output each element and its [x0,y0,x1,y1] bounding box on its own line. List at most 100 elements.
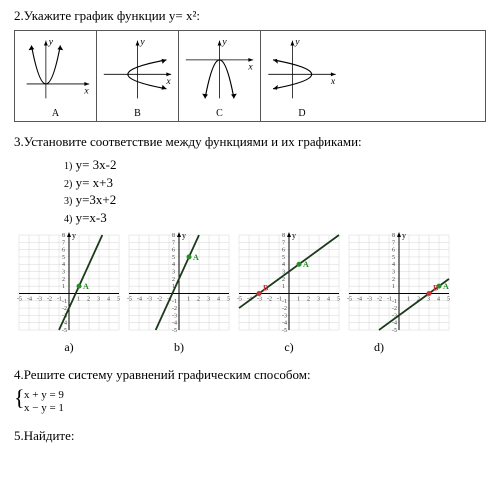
svg-text:7: 7 [282,240,285,246]
q3-graphs-row: y-5-4-3-2-112345-5-4-3-2-112345678Ay-5-4… [14,230,486,340]
svg-text:-1: -1 [282,299,287,305]
q2-text: 2.Укажите график функции y= x²: [14,8,486,24]
svg-text:y: y [182,231,186,240]
q3-eq-2: 2) y= x+3 [64,174,486,192]
q3-label-c: c) [234,340,344,355]
q2-label-c: C [179,108,260,121]
q3-equation-list: 1) y= 3x-2 2) y= x+3 3) y=3x+2 4) y=x-3 [64,156,486,226]
svg-text:5: 5 [172,255,175,261]
parabola-right-icon: y x [97,31,178,108]
q3-eq-4: 4) y=x-3 [64,209,486,227]
svg-text:-2: -2 [377,297,382,303]
parabola-left-icon: y x [261,31,343,108]
q3-graph-labels: a) b) c) d) [14,340,486,355]
svg-text:-4: -4 [357,297,362,303]
svg-text:x: x [330,76,336,87]
svg-text:-4: -4 [137,297,142,303]
svg-text:2: 2 [307,297,310,303]
svg-text:-3: -3 [282,314,287,320]
svg-text:4: 4 [437,297,440,303]
svg-text:-5: -5 [127,297,132,303]
line-graph-3: y-5-4-3-2-112345-5-4-3-2-112345678AB [344,230,454,340]
svg-text:2: 2 [87,297,90,303]
svg-text:-5: -5 [237,297,242,303]
svg-text:4: 4 [392,262,395,268]
brace-icon: { [14,387,25,409]
svg-text:-5: -5 [392,328,397,334]
svg-text:2: 2 [62,277,65,283]
svg-text:3: 3 [97,297,100,303]
q2-option-d: y x D [261,31,343,121]
svg-text:2: 2 [172,277,175,283]
svg-text:7: 7 [62,240,65,246]
svg-text:-5: -5 [17,297,22,303]
svg-text:1: 1 [407,297,410,303]
svg-text:3: 3 [427,297,430,303]
svg-text:-3: -3 [37,297,42,303]
q2-option-a: y x A [15,31,97,121]
svg-text:-2: -2 [267,297,272,303]
svg-text:-3: -3 [172,314,177,320]
svg-text:-4: -4 [172,321,177,327]
svg-text:4: 4 [282,262,285,268]
svg-text:1: 1 [77,297,80,303]
q3-eq-1: 1) y= 3x-2 [64,156,486,174]
svg-text:5: 5 [227,297,230,303]
question-3: 3.Установите соответствие между функциям… [14,134,486,355]
q3-eq-3: 3) y=3x+2 [64,191,486,209]
line-graph-0: y-5-4-3-2-112345-5-4-3-2-112345678A [14,230,124,340]
svg-text:-4: -4 [392,321,397,327]
svg-text:4: 4 [327,297,330,303]
q2-label-b: B [97,108,178,121]
parabola-up-icon: y x [15,31,96,108]
svg-text:4: 4 [217,297,220,303]
svg-text:-2: -2 [157,297,162,303]
svg-text:8: 8 [392,233,395,239]
svg-text:8: 8 [282,233,285,239]
svg-text:-2: -2 [47,297,52,303]
q3-graph-cell-1: y-5-4-3-2-112345-5-4-3-2-112345678A [124,230,234,340]
svg-text:A: A [443,282,449,291]
q3-label-b: b) [124,340,234,355]
svg-text:-1: -1 [172,299,177,305]
svg-text:8: 8 [62,233,65,239]
q2-label-d: D [261,108,343,121]
svg-text:-1: -1 [392,299,397,305]
svg-text:y: y [294,36,300,47]
svg-text:A: A [83,282,89,291]
svg-text:y: y [139,36,145,47]
q4-sys-1: x + y = 9 [24,389,486,402]
q4-text: 4.Решите систему уравнений графическим с… [14,367,486,383]
svg-text:6: 6 [392,248,395,254]
svg-text:8: 8 [172,233,175,239]
line-graph-2: y-5-4-3-2-112345-5-4-3-2-112345678AB [234,230,344,340]
svg-text:7: 7 [392,240,395,246]
svg-text:-2: -2 [282,306,287,312]
q3-label-d: d) [374,340,384,355]
svg-text:B: B [433,284,439,293]
svg-text:3: 3 [62,270,65,276]
q3-label-a: a) [14,340,124,355]
svg-text:4: 4 [107,297,110,303]
svg-text:1: 1 [62,284,65,290]
svg-text:y: y [402,231,406,240]
svg-text:6: 6 [62,248,65,254]
svg-text:5: 5 [282,255,285,261]
svg-text:4: 4 [62,262,65,268]
svg-text:5: 5 [62,255,65,261]
svg-text:-2: -2 [172,306,177,312]
svg-text:A: A [193,253,199,262]
svg-text:-4: -4 [282,321,287,327]
svg-text:-3: -3 [147,297,152,303]
question-2: 2.Укажите график функции y= x²: y x A [14,8,486,122]
svg-text:x: x [83,86,89,97]
svg-text:-3: -3 [257,297,262,303]
svg-text:-5: -5 [172,328,177,334]
svg-text:A: A [303,260,309,269]
svg-text:-1: -1 [62,299,67,305]
svg-text:x: x [247,62,253,73]
q2-option-b: y x B [97,31,179,121]
svg-text:4: 4 [172,262,175,268]
svg-text:2: 2 [392,277,395,283]
q2-options-row: y x A y x B [14,30,486,122]
